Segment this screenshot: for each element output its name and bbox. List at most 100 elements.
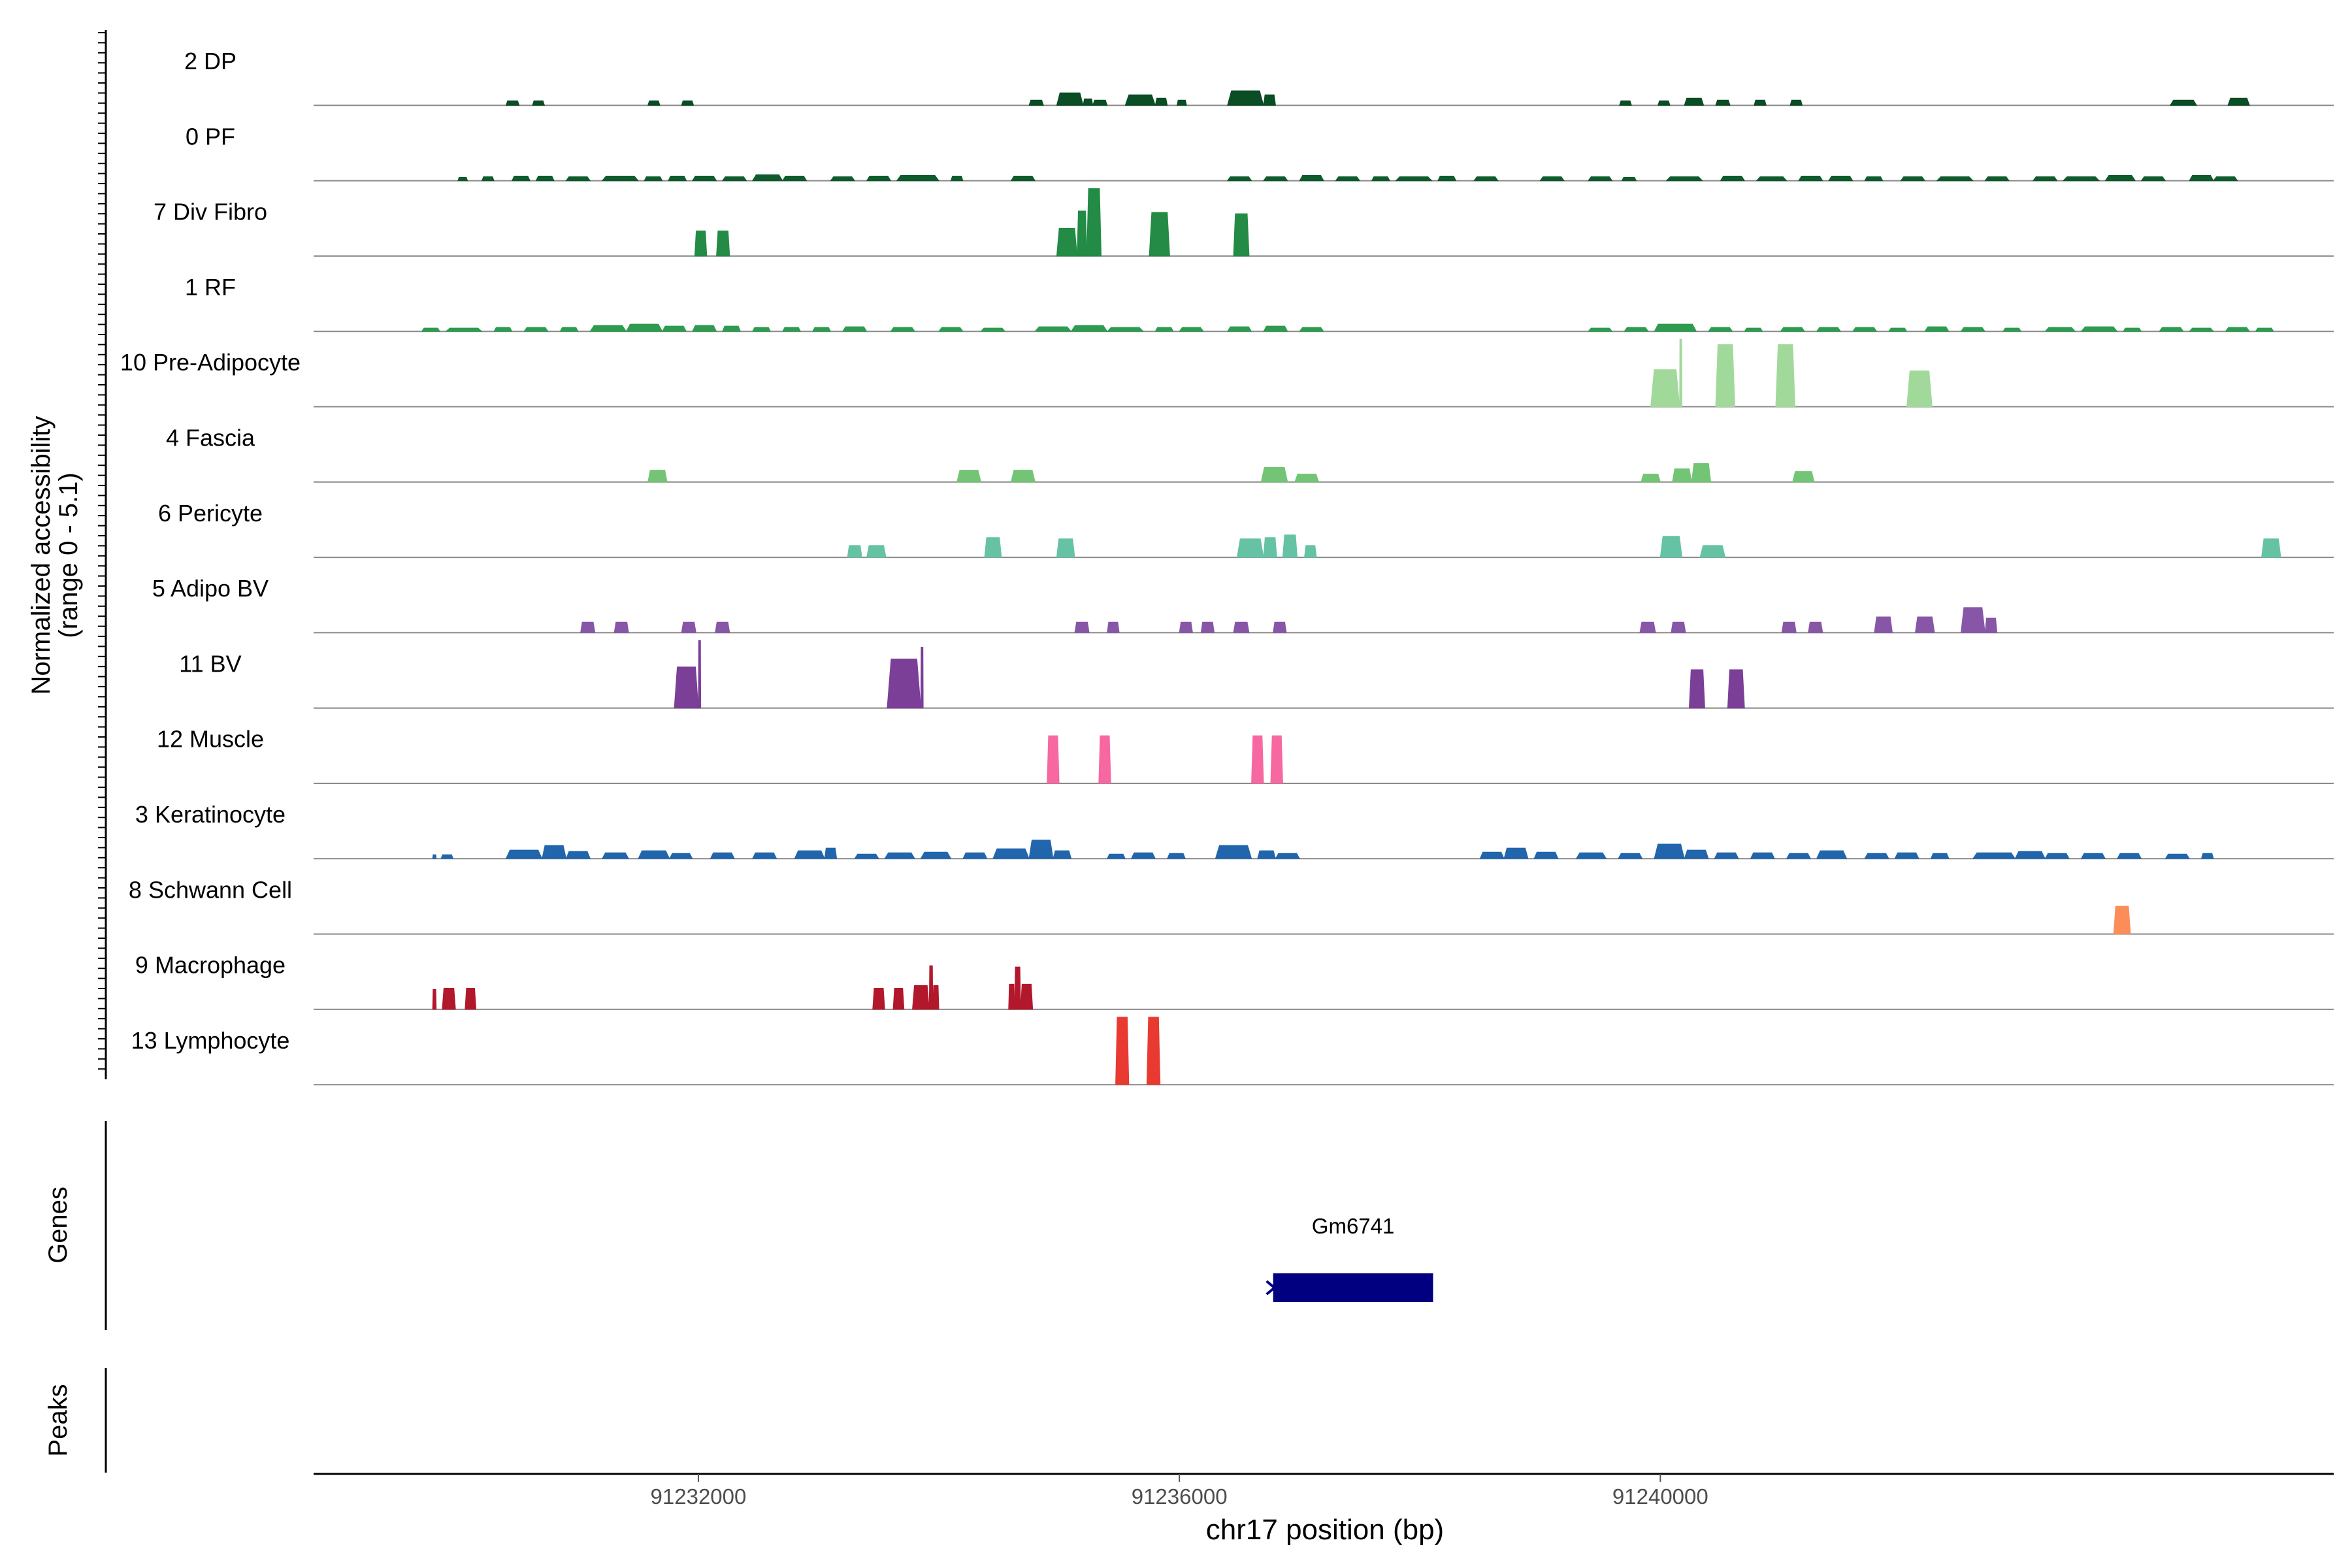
coverage-peak (432, 989, 437, 1010)
coverage-peak (681, 100, 694, 106)
coverage-peak (1789, 99, 1803, 106)
coverage-peak (1257, 850, 1277, 859)
coverage-peak (1727, 669, 1745, 709)
track-label: 8 Schwann Cell (129, 876, 292, 903)
coverage-peak (1744, 327, 1763, 332)
track-label: 9 Macrophage (135, 952, 286, 979)
coverage-peak (1299, 175, 1324, 182)
coverage-peak (668, 853, 693, 859)
track-1: 0 PF (186, 123, 2334, 182)
coverage-peak (1130, 852, 1156, 859)
coverage-peak (751, 327, 772, 332)
track-label: 0 PF (186, 123, 235, 150)
coverage-peak (511, 176, 531, 182)
coverage-peak (1671, 621, 1686, 633)
coverage-peak (457, 177, 468, 182)
coverage-peak (1086, 188, 1102, 257)
coverage-peak (589, 325, 627, 332)
coverage-peak (2159, 327, 2184, 332)
track-11: 8 Schwann Cell (129, 876, 2334, 935)
coverage-peak (2200, 853, 2214, 859)
coverage-peak (601, 852, 630, 859)
coverage-peak (1659, 536, 1683, 558)
coverage-peak (1115, 1017, 1130, 1085)
coverage-peak (1294, 474, 1320, 483)
track-label: 1 RF (185, 274, 236, 301)
coverage-peak (2044, 853, 2070, 859)
coverage-peak (1146, 1017, 1161, 1085)
coverage-peak (625, 323, 663, 332)
coverage-peak (1984, 176, 2010, 182)
coverage-peak (1684, 97, 1705, 106)
coverage-peak (1972, 852, 2016, 859)
coverage-peak (1699, 545, 1726, 558)
coverage-peak (1754, 99, 1767, 106)
coverage-peak (1179, 621, 1193, 633)
coverage-peak (1786, 853, 1812, 859)
coverage-peak (1708, 327, 1733, 332)
coverage-peak (661, 325, 687, 332)
coverage-peak (920, 647, 924, 709)
track-label: 2 DP (184, 48, 237, 74)
coverage-peak (1371, 176, 1391, 182)
coverage-peak (1874, 616, 1893, 633)
track-label: 12 Muscle (157, 726, 264, 753)
coverage-peak (1792, 471, 1815, 483)
coverage-peak (2213, 176, 2238, 182)
track-12: 9 Macrophage (135, 952, 2334, 1010)
coverage-peak (1260, 467, 1288, 483)
coverage-peak (580, 621, 596, 633)
coverage-peak (715, 621, 730, 633)
coverage-peak (1056, 92, 1084, 106)
coverage-peak (1273, 621, 1287, 633)
coverage-peak (2080, 326, 2118, 332)
coverage-peak (830, 176, 856, 182)
coverage-peak (1056, 538, 1075, 558)
track-10: 3 Keratinocyte (135, 801, 2334, 860)
coverage-peak (1047, 735, 1060, 784)
coverage-peak (2227, 97, 2250, 106)
coverage-peak (1106, 853, 1126, 859)
coverage-peak (1200, 621, 1215, 633)
coverage-peak (1984, 617, 1998, 633)
coverage-peak (2002, 327, 2022, 332)
coverage-peak (535, 176, 555, 182)
coverage-peak (1179, 327, 1204, 332)
coverage-peak (781, 176, 808, 182)
coverage-peak (1107, 621, 1120, 633)
x-axis-ticks: 91232000 91236000 91240000 (651, 1474, 1708, 1509)
coverage-peak (1263, 176, 1288, 182)
coverage-peak (1251, 735, 1264, 784)
coverage-peak (2255, 327, 2274, 332)
coverage-peak (1077, 210, 1087, 257)
coverage-peak (1226, 176, 1252, 182)
coverage-peak (751, 174, 783, 182)
coverage-peak (1587, 176, 1613, 182)
coverage-peak (1672, 468, 1692, 483)
coverage-peak (962, 852, 988, 859)
track-6: 6 Pericyte (158, 500, 2334, 559)
gene-body (1273, 1273, 1433, 1302)
track-label: 10 Pre-Adipocyte (120, 349, 301, 376)
coverage-peak (1074, 621, 1090, 633)
coverage-peak (892, 988, 905, 1010)
coverage-peak (1641, 474, 1661, 483)
coverage-peak (956, 470, 982, 483)
coverage-peak (1098, 735, 1111, 784)
coverage-peak (1437, 176, 1457, 182)
coverage-peak (2261, 538, 2281, 558)
coverage-peak (2140, 176, 2166, 182)
genes-panel-label: Genes (44, 1186, 73, 1264)
coverage-peak (2044, 327, 2076, 332)
coverage-peak (1960, 607, 1985, 633)
coverage-peak (1473, 176, 1499, 182)
coverage-peak (1034, 326, 1072, 332)
coverage-peak (1008, 983, 1015, 1010)
coverage-peak (2113, 906, 2131, 935)
y-axis-title-line2: (range 0 - 5.1) (54, 472, 83, 638)
coverage-peak (681, 621, 696, 633)
coverage-peak (1639, 621, 1656, 633)
coverage-peak (565, 176, 591, 182)
coverage-peak (1215, 845, 1252, 859)
